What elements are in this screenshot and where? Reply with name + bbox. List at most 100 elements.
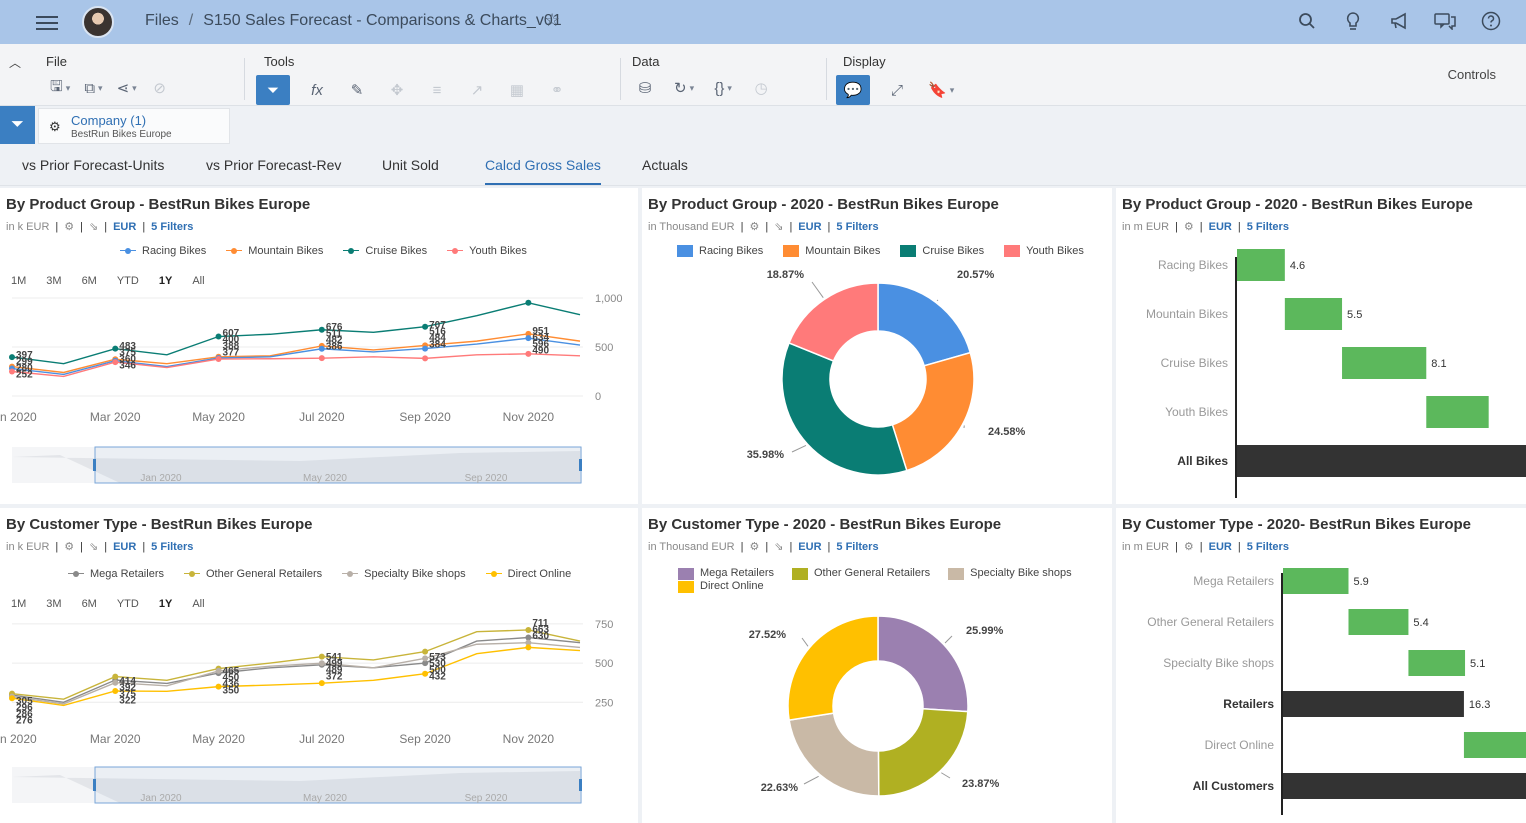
waterfall-chart[interactable]: Mega Retailers 5.9 Other General Retailers… [1116, 508, 1526, 823]
data-group: Data ⛁ ↻ ▾ {} ▾ ◷ [632, 54, 774, 101]
increment-bar [1348, 609, 1409, 635]
donut-chart[interactable]: 20.57% 24.58% 35.98% 18.87% [642, 188, 1112, 504]
range-1y[interactable]: 1Y [158, 598, 173, 610]
donut-chart[interactable]: 25.99% 23.87% 22.63% 27.52% [642, 508, 1112, 823]
filters-link[interactable]: 5 Filters [836, 220, 879, 233]
legend-item[interactable]: Mountain Bikes [226, 245, 323, 257]
y-tick-label: 500 [595, 342, 613, 354]
waterfall-chart[interactable]: Racing Bikes 4.6 Mountain Bikes 5.5 Cruise B… [1116, 188, 1526, 504]
data-source-icon[interactable]: ⛁ [638, 80, 652, 97]
legend-item[interactable]: Racing Bikes [120, 245, 206, 257]
panel-title: By Customer Type - 2020 - BestRun Bikes … [648, 516, 1002, 533]
panel-customer-type-donut[interactable]: By Customer Type - 2020 - BestRun Bikes … [642, 508, 1112, 823]
sort-icon[interactable]: ≡ [432, 81, 442, 99]
legend-item[interactable]: Youth Bikes [447, 245, 527, 257]
legend-item[interactable]: Other General Retailers [183, 568, 322, 580]
menu-icon[interactable] [36, 12, 58, 32]
legend-item[interactable]: Direct Online [485, 568, 571, 580]
data-label: 375 [119, 348, 136, 359]
legend-item[interactable]: Mega Retailers [678, 567, 774, 580]
filters-link[interactable]: 5 Filters [1246, 220, 1289, 233]
save-icon[interactable]: 🖫 ▾ [50, 77, 71, 95]
history-icon[interactable]: ◷ [754, 80, 768, 97]
range-3m[interactable]: 3M [46, 598, 62, 610]
formula-icon[interactable]: fx [311, 81, 323, 99]
share-icon[interactable]: ⋖ ▾ [116, 80, 137, 97]
fullscreen-icon[interactable]: ⤢ [890, 81, 903, 99]
tab-vs-prior-forecast-rev[interactable]: vs Prior Forecast-Rev [206, 157, 342, 173]
tab-unit-sold[interactable]: Unit Sold [382, 157, 439, 173]
help-icon[interactable] [1480, 10, 1502, 32]
delete-icon[interactable]: ⊘ [153, 80, 166, 97]
avatar[interactable] [82, 6, 114, 38]
range-1m[interactable]: 1M [11, 598, 27, 610]
donut-slice-mountain-bikes [891, 351, 975, 472]
navigator-window [94, 766, 582, 804]
bookmark-icon[interactable]: 🔖 ▾ [928, 82, 955, 99]
currency-label: EUR [113, 540, 137, 553]
tab-vs-prior-forecast-units[interactable]: vs Prior Forecast-Units [22, 157, 165, 173]
panel-customer-type-waterfall[interactable]: By Customer Type - 2020- BestRun Bikes E… [1116, 508, 1526, 823]
y-tick-label: 500 [595, 658, 613, 670]
legend-item[interactable]: Cruise Bikes [900, 245, 984, 257]
filters-link[interactable]: 5 Filters [151, 540, 194, 553]
link-arrow-icon[interactable]: ↗ [470, 82, 484, 99]
braces-icon[interactable]: {} ▾ [714, 79, 732, 97]
legend-item[interactable]: Cruise Bikes [343, 245, 427, 257]
increment-bar [1284, 298, 1343, 330]
filters-link[interactable]: 5 Filters [1246, 540, 1289, 553]
refresh-icon[interactable]: ↻ ▾ [674, 80, 695, 97]
chat-icon[interactable] [1434, 10, 1456, 32]
range-6m[interactable]: 6M [81, 275, 97, 287]
range-1y[interactable]: 1Y [158, 275, 173, 287]
legend-item[interactable]: Racing Bikes [677, 245, 763, 257]
range-ytd[interactable]: YTD [116, 275, 139, 287]
panel-product-group-waterfall[interactable]: By Product Group - 2020 - BestRun Bikes … [1116, 188, 1526, 504]
chart-legend: Mega Retailers Other General Retailers S… [68, 568, 571, 580]
toolbar-divider [826, 58, 827, 100]
range-ytd[interactable]: YTD [116, 598, 139, 610]
filter-icon[interactable]: ⏷ [256, 75, 290, 105]
chain-icon[interactable]: ⚭ [550, 82, 564, 99]
filters-link[interactable]: 5 Filters [836, 540, 879, 553]
legend-item[interactable]: Mega Retailers [68, 568, 164, 580]
panel-product-group-donut[interactable]: By Product Group - 2020 - BestRun Bikes … [642, 188, 1112, 504]
legend-item[interactable]: Youth Bikes [1004, 245, 1084, 257]
breadcrumb-files[interactable]: Files [145, 12, 179, 29]
filters-link[interactable]: 5 Filters [151, 220, 194, 233]
megaphone-icon[interactable] [1388, 10, 1410, 32]
unit-label: in Thousand EUR [648, 540, 735, 553]
range-all[interactable]: All [192, 598, 205, 610]
move-icon[interactable]: ✥ [390, 82, 404, 99]
range-3m[interactable]: 3M [46, 275, 62, 287]
lightbulb-icon[interactable] [1342, 10, 1364, 32]
x-tick-label: Jul 2020 [299, 732, 345, 746]
filter-chip-company[interactable]: ⚙ Company (1) BestRun Bikes Europe [38, 108, 230, 144]
line-chart[interactable]: 1,00050003972992802524833753603466074003… [0, 188, 638, 504]
range-1m[interactable]: 1M [11, 275, 27, 287]
range-6m[interactable]: 6M [81, 598, 97, 610]
range-all[interactable]: All [192, 275, 205, 287]
legend-item[interactable]: Mountain Bikes [783, 245, 880, 257]
total-bar [1283, 691, 1464, 717]
comment-icon[interactable]: 💬 [836, 75, 870, 105]
favorite-star-icon[interactable]: ☆ [544, 10, 561, 30]
story-filter-icon[interactable]: ⏷ [0, 106, 35, 144]
line-chart[interactable]: 7505002503052962862764143923753224654504… [0, 508, 638, 823]
tab-calcd-gross-sales[interactable]: Calcd Gross Sales [485, 157, 601, 185]
collapse-toolbar-icon[interactable]: ︿ [9, 56, 22, 70]
controls-button[interactable]: Controls [1447, 67, 1496, 82]
table-icon[interactable]: ▦ [509, 82, 525, 99]
currency-label: EUR [1208, 540, 1232, 553]
panel-subtitle: in Thousand EUR | ⚙ | ⇘ | EUR | 5 Filters [648, 540, 879, 554]
panel-customer-type-trend[interactable]: By Customer Type - BestRun Bikes Europe … [0, 508, 638, 823]
tab-actuals[interactable]: Actuals [642, 157, 688, 173]
edit-icon[interactable]: ✎ [350, 82, 364, 99]
copy-icon[interactable]: ⧉ ▾ [84, 79, 103, 97]
panel-product-group-trend[interactable]: By Product Group - BestRun Bikes Europe … [0, 188, 638, 504]
legend-item[interactable]: Specialty Bike shops [342, 568, 466, 580]
legend-item[interactable]: Direct Online [678, 580, 1072, 593]
search-icon[interactable] [1296, 10, 1318, 32]
legend-item[interactable]: Other General Retailers [791, 567, 930, 580]
legend-item[interactable]: Specialty Bike shops [948, 567, 1072, 580]
